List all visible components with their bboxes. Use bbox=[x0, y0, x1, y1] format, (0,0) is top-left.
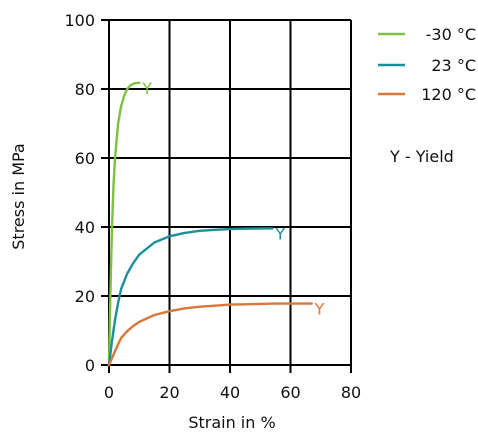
yield-label-2: Y bbox=[314, 300, 325, 319]
legend: -30 °C 23 °C 120 °C bbox=[378, 25, 476, 104]
x-tick-label-0: 0 bbox=[104, 383, 114, 402]
yield-label-0: Y bbox=[141, 79, 152, 98]
x-tick-labels: 0 20 40 60 80 bbox=[104, 383, 361, 402]
grid bbox=[101, 19, 352, 373]
series-line-0 bbox=[107, 81, 141, 367]
y-tick-label-0: 0 bbox=[85, 356, 95, 375]
legend-label-1: 23 °C bbox=[431, 56, 476, 75]
yield-note: Y - Yield bbox=[389, 147, 454, 166]
yield-label-1: Y bbox=[274, 224, 285, 243]
y-tick-label-5: 100 bbox=[64, 11, 95, 30]
x-axis-title: Strain in % bbox=[188, 413, 275, 432]
y-tick-label-3: 60 bbox=[75, 149, 95, 168]
legend-label-2: 120 °C bbox=[421, 85, 476, 104]
series-line-1 bbox=[107, 227, 274, 367]
x-tick-label-1: 20 bbox=[159, 383, 179, 402]
x-tick-label-2: 40 bbox=[220, 383, 240, 402]
series-lines: Y Y Y bbox=[107, 79, 325, 367]
y-axis-title: Stress in MPa bbox=[9, 143, 28, 249]
x-tick-label-4: 80 bbox=[341, 383, 361, 402]
y-tick-label-2: 40 bbox=[75, 218, 95, 237]
legend-label-0: -30 °C bbox=[426, 25, 476, 44]
x-tick-label-3: 60 bbox=[280, 383, 300, 402]
y-tick-label-4: 80 bbox=[75, 80, 95, 99]
y-tick-labels: 0 20 40 60 80 100 bbox=[64, 11, 95, 375]
series-line-2 bbox=[107, 302, 313, 367]
y-tick-label-1: 20 bbox=[75, 287, 95, 306]
